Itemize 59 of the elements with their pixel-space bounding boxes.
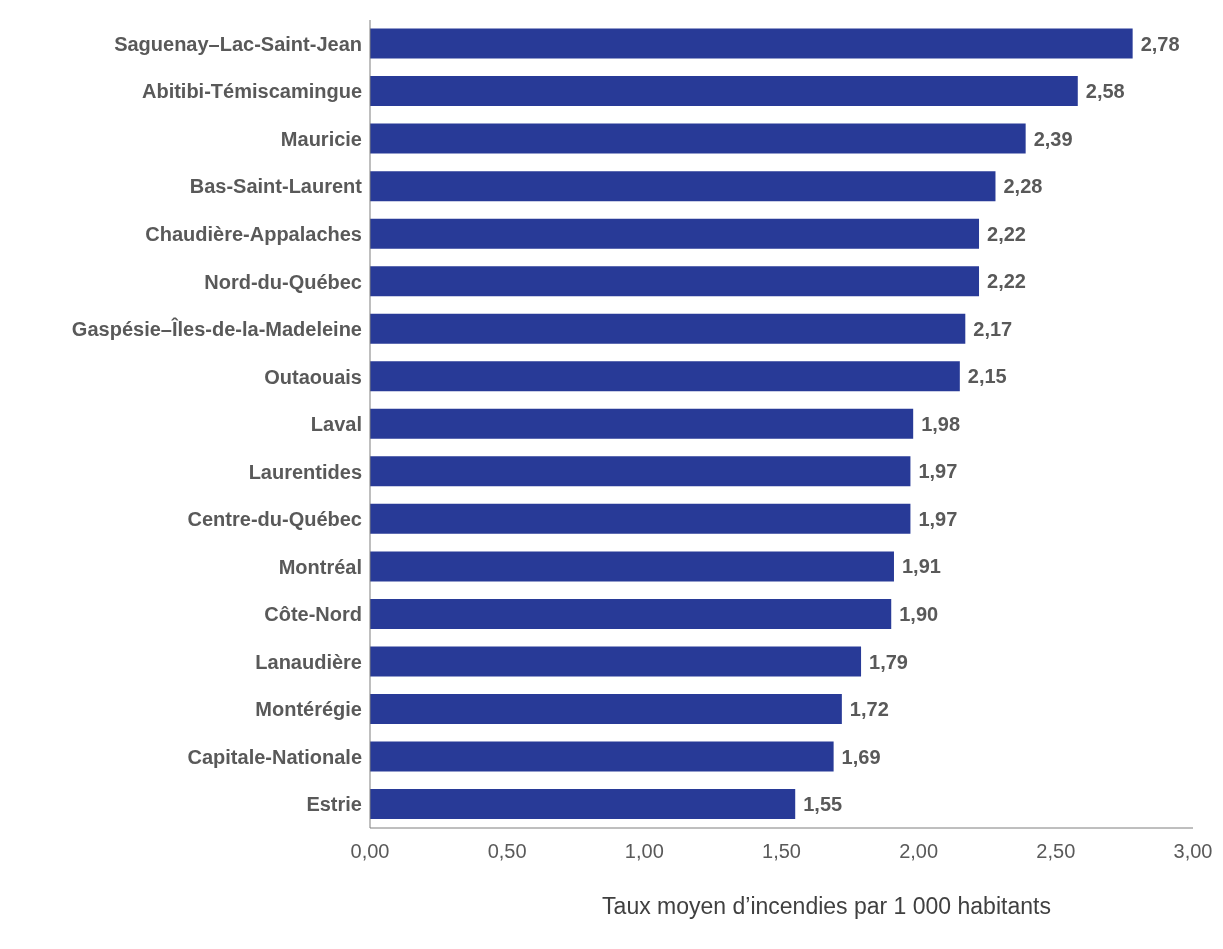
bar	[370, 313, 966, 344]
y-tick-label: Gaspésie–Îles-de-la-Madeleine	[71, 317, 362, 341]
bar	[370, 76, 1078, 107]
y-tick-label: Centre-du-Québec	[187, 508, 362, 531]
y-tick-label: Estrie	[306, 793, 362, 816]
data-label: 2,17	[973, 317, 1013, 340]
bar	[370, 551, 894, 582]
data-label: 2,22	[987, 222, 1026, 245]
x-tick-label: 1,00	[624, 840, 664, 863]
data-label: 1,72	[849, 698, 889, 721]
y-tick-label: Côte-Nord	[264, 603, 362, 626]
bar	[370, 123, 1026, 154]
x-tick-label: 2,50	[1036, 840, 1076, 863]
bar	[370, 598, 892, 629]
y-tick-label: Bas-Saint-Laurent	[189, 175, 363, 198]
y-tick-label: Montréal	[278, 555, 362, 578]
x-tick-label: 0,50	[487, 840, 527, 863]
data-label: 2,15	[967, 365, 1007, 388]
data-label: 1,97	[918, 460, 958, 483]
data-label: 2,78	[1140, 32, 1180, 55]
y-tick-label: Capitale-Nationale	[187, 745, 362, 768]
y-tick-label: Laval	[310, 413, 362, 436]
x-tick-label: 0,00	[350, 840, 390, 863]
y-tick-label: Outaouais	[264, 365, 362, 388]
y-tick-label: Nord-du-Québec	[204, 270, 362, 293]
bar	[370, 408, 914, 439]
data-label: 2,28	[1003, 175, 1043, 198]
data-label: 1,69	[841, 745, 881, 768]
y-tick-label: Mauricie	[280, 127, 362, 150]
data-label: 2,39	[1033, 127, 1073, 150]
data-label: 1,79	[869, 650, 908, 673]
x-axis-title: Taux moyen d’incendies par 1 000 habitants	[602, 893, 1051, 919]
bar	[370, 28, 1133, 59]
y-tick-label: Abitibi-Témiscamingue	[141, 80, 362, 103]
x-tick-label: 3,00	[1173, 840, 1213, 863]
bar	[370, 218, 980, 249]
bar	[370, 503, 911, 534]
y-tick-label: Lanaudière	[255, 650, 362, 673]
bar	[370, 456, 911, 487]
data-label: 1,90	[899, 603, 939, 626]
y-tick-label: Saguenay–Lac-Saint-Jean	[114, 32, 362, 55]
bar	[370, 741, 834, 772]
x-tick-label: 2,00	[899, 840, 939, 863]
bar	[370, 171, 996, 202]
data-label: 1,98	[921, 412, 961, 435]
x-tick-label: 1,50	[762, 840, 801, 863]
bar	[370, 266, 980, 297]
bar	[370, 693, 842, 724]
data-label: 1,55	[803, 793, 843, 816]
bar	[370, 646, 862, 677]
data-label: 2,58	[1085, 80, 1125, 103]
y-tick-label: Montérégie	[255, 698, 362, 721]
data-label: 2,22	[987, 270, 1026, 293]
data-label: 1,91	[901, 555, 941, 578]
y-tick-label: Laurentides	[248, 460, 362, 483]
y-tick-label: Chaudière-Appalaches	[145, 222, 362, 245]
bar	[370, 789, 796, 820]
bar	[370, 361, 960, 392]
data-label: 1,97	[918, 507, 958, 530]
